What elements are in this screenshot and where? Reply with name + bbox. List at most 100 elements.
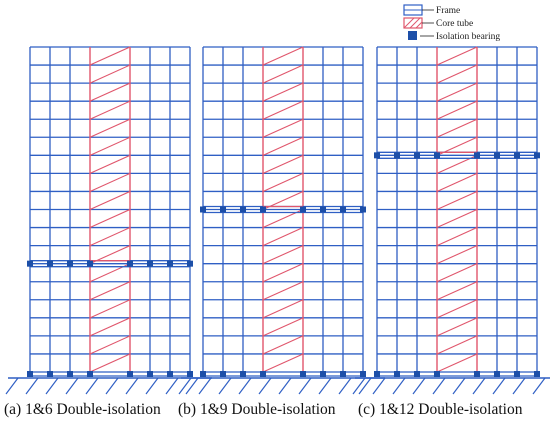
caption-a: (a) 1&6 Double-isolation — [4, 401, 161, 418]
core-hatch — [262, 245, 304, 265]
base-bearing — [187, 371, 193, 377]
ground-hatch — [512, 377, 526, 395]
core-hatch — [89, 118, 131, 138]
core-hatch — [436, 82, 478, 102]
core-hatch — [436, 208, 478, 229]
ground-hatch — [412, 377, 426, 395]
core-hatch — [262, 353, 304, 373]
core-hatch — [89, 190, 131, 211]
isolation-bearing — [67, 260, 73, 267]
base-bearing — [200, 371, 206, 377]
base-bearing — [127, 371, 133, 377]
building-b — [178, 46, 385, 395]
isolation-bearing — [494, 152, 500, 159]
core-hatch — [89, 64, 131, 84]
core-hatch — [89, 353, 131, 373]
core-hatch — [436, 172, 478, 192]
ground-hatch — [258, 377, 272, 395]
ground-hatch — [278, 377, 292, 395]
base-bearing — [320, 371, 326, 377]
core-hatch — [89, 82, 131, 102]
base-bearing — [534, 371, 540, 377]
base-bearing — [394, 371, 400, 377]
core-hatch — [262, 299, 304, 319]
buildings — [5, 46, 550, 395]
base-bearing — [434, 371, 440, 377]
legend-frame: Frame — [403, 4, 460, 16]
base-bearing — [340, 371, 346, 377]
ground-hatch — [472, 377, 486, 395]
isolation-bearing — [514, 152, 520, 159]
ground-hatch — [198, 377, 212, 395]
core-hatch — [436, 281, 478, 301]
caption-b: (b) 1&9 Double-isolation — [178, 401, 336, 418]
base-bearing — [414, 371, 420, 377]
core-hatch — [436, 227, 478, 247]
ground-hatch — [145, 377, 159, 395]
ground-hatch — [372, 377, 386, 395]
core-hatch — [262, 64, 304, 84]
core-hatch — [436, 190, 478, 211]
legend-bearing: Isolation bearing — [408, 31, 500, 42]
base-bearing — [67, 371, 73, 377]
ground-hatch — [318, 377, 332, 395]
legend-frame-label: Frame — [436, 6, 460, 16]
ground-hatch — [105, 377, 119, 395]
ground-hatch — [532, 377, 546, 395]
core-hatch — [436, 299, 478, 319]
core-hatch — [89, 46, 131, 66]
isolation-bearing — [27, 260, 33, 267]
isolation-bearing — [434, 152, 440, 159]
core-hatch — [89, 281, 131, 301]
isolation-bearing — [360, 206, 366, 213]
isolation-bearing — [394, 152, 400, 159]
core-hatch — [262, 227, 304, 247]
ground-hatch — [165, 377, 179, 395]
legend-bearing-swatch — [408, 31, 417, 40]
ground-hatch — [432, 377, 446, 395]
core-hatch — [89, 136, 131, 156]
base-bearing — [87, 371, 93, 377]
core-hatch — [89, 208, 131, 229]
legend-core-label: Core tube — [436, 19, 473, 29]
core-hatch — [436, 245, 478, 265]
base-bearing — [220, 371, 226, 377]
isolation-bearing — [187, 260, 193, 267]
base-bearing — [514, 371, 520, 377]
base-bearing — [27, 371, 33, 377]
base-bearing — [147, 371, 153, 377]
core-hatch — [436, 263, 478, 283]
legend-bearing-label: Isolation bearing — [436, 32, 500, 42]
core-hatch — [262, 263, 304, 283]
core-hatch — [89, 154, 131, 174]
core-hatch — [89, 172, 131, 192]
core-hatch — [262, 281, 304, 301]
core-hatch — [262, 317, 304, 337]
legend-core-hatch-3 — [415, 21, 423, 29]
base-bearing — [494, 371, 500, 377]
ground-hatch — [85, 377, 99, 395]
core-hatch — [262, 335, 304, 355]
isolation-bearing — [260, 206, 266, 213]
isolation-bearing — [320, 206, 326, 213]
ground-hatch — [298, 377, 312, 395]
base-bearing — [167, 371, 173, 377]
ground-hatch — [45, 377, 59, 395]
isolation-bearing — [374, 152, 380, 159]
caption-c: (c) 1&12 Double-isolation — [358, 401, 523, 418]
ground-hatch — [238, 377, 252, 395]
base-bearing — [360, 371, 366, 377]
isolation-bearing — [200, 206, 206, 213]
ground-hatch — [178, 377, 192, 395]
core-hatch — [436, 118, 478, 138]
ground-hatch — [452, 377, 466, 395]
isolation-bearing — [47, 260, 53, 267]
ground-hatch — [338, 377, 352, 395]
building-c — [352, 46, 550, 395]
legend-core: Core tube — [403, 17, 473, 29]
ground-hatch — [185, 377, 199, 395]
core-hatch — [262, 46, 304, 66]
core-hatch — [89, 335, 131, 355]
ground-hatch — [352, 377, 366, 395]
